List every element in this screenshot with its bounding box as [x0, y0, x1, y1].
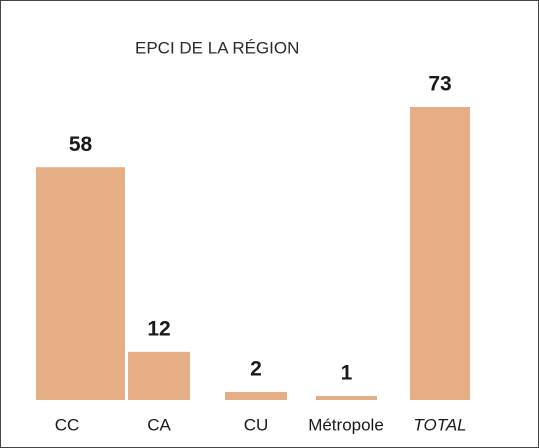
- bar: [316, 395, 377, 400]
- value-label: 73: [428, 73, 451, 96]
- x-tick-label: TOTAL: [413, 415, 466, 434]
- bar: [128, 351, 190, 400]
- chart-title: EPCI DE LA RÉGION: [135, 38, 299, 57]
- value-label: 58: [69, 133, 93, 156]
- bar: [36, 167, 125, 400]
- bar: [410, 107, 470, 400]
- x-tick-label: CU: [244, 415, 269, 434]
- value-label: 12: [147, 317, 170, 340]
- x-tick-label: Métropole: [308, 415, 384, 434]
- bar: [225, 391, 287, 400]
- x-tick-label: CA: [147, 415, 171, 434]
- value-label: 1: [341, 362, 353, 385]
- value-label: 2: [250, 358, 262, 381]
- x-tick-label: CC: [55, 415, 80, 434]
